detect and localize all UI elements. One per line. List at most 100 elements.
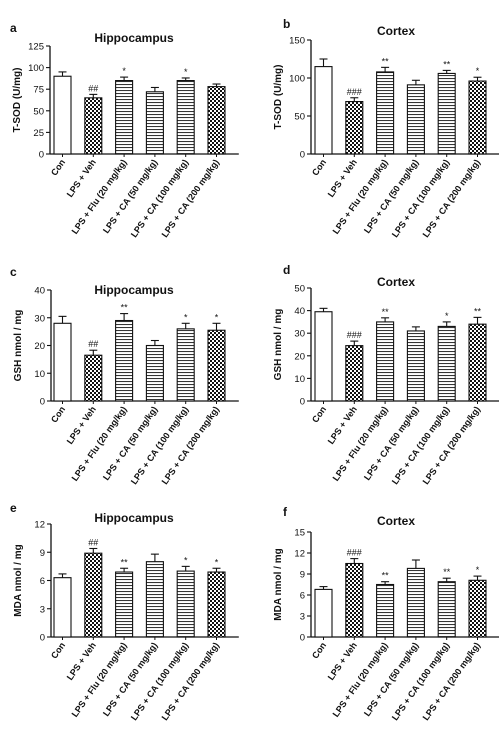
bar — [468, 579, 487, 638]
y-tick-label: 3 — [40, 604, 45, 615]
x-tick-label: LPS + CA (50 mg/kg) — [362, 404, 421, 482]
bar — [84, 354, 103, 402]
bar — [468, 323, 487, 402]
bar — [207, 86, 226, 155]
x-tick-label: LPS + CA (100 mg/kg) — [129, 640, 191, 722]
x-tick-label: LPS + CA (100 mg/kg) — [390, 640, 452, 722]
y-tick-label: 10 — [34, 369, 45, 380]
x-tick-label: LPS + Flu (20 mg/kg) — [70, 157, 129, 235]
x-tick-label: Con — [49, 404, 67, 424]
significance-label: * — [184, 67, 188, 77]
x-tick-label: LPS + CA (100 mg/kg) — [390, 157, 452, 239]
y-axis-label: GSH nmol / mg — [273, 309, 284, 381]
y-tick-label: 50 — [294, 112, 305, 123]
chart-title: Cortex — [377, 275, 415, 289]
x-tick-label: Con — [310, 157, 328, 177]
significance-label: ** — [382, 56, 390, 66]
bar — [145, 561, 164, 638]
bar — [437, 325, 456, 402]
x-tick-label: LPS + CA (100 mg/kg) — [129, 404, 191, 486]
y-tick-label: 25 — [33, 128, 44, 139]
y-tick-label: 0 — [39, 150, 44, 161]
x-tick-label: LPS + Veh — [326, 640, 359, 682]
significance-label: ** — [382, 571, 390, 581]
significance-label: * — [215, 312, 219, 322]
bar — [406, 567, 425, 638]
significance-label: ### — [347, 548, 362, 558]
bar — [345, 562, 364, 638]
chart-panel-b: b Cortex T-SOD (U/mg) 0 50 100 150 Con ### LPS + … — [273, 17, 499, 239]
bar — [115, 571, 134, 638]
significance-label: ** — [443, 59, 451, 69]
x-tick-label: LPS + CA (100 mg/kg) — [129, 157, 191, 239]
x-tick-label: LPS + Flu (20 mg/kg) — [331, 640, 390, 718]
x-tick-label: LPS + Flu (20 mg/kg) — [331, 404, 390, 482]
panel-letter: c — [10, 265, 17, 279]
panel-letter: d — [283, 263, 290, 277]
x-tick-label: LPS + Veh — [65, 404, 98, 446]
y-tick-label: 40 — [34, 286, 45, 297]
y-tick-label: 100 — [28, 63, 44, 74]
bar — [84, 97, 103, 155]
chart-title: Cortex — [377, 514, 415, 528]
bar — [314, 588, 333, 638]
panel-letter: f — [283, 505, 288, 519]
bar — [53, 322, 72, 402]
y-tick-label: 6 — [40, 576, 45, 587]
y-tick-label: 30 — [294, 329, 305, 340]
bar — [345, 101, 364, 155]
x-tick-label: LPS + Veh — [65, 640, 98, 682]
x-tick-label: LPS + Veh — [326, 157, 359, 199]
x-tick-label: LPS + Veh — [326, 404, 359, 446]
x-tick-label: LPS + CA (50 mg/kg) — [101, 640, 160, 718]
chart-panel-f: f Cortex MDA nmol / mg 0 3 6 9 12 15 Con ### LPS + … — [273, 505, 499, 722]
chart-title: Hippocampus — [94, 283, 174, 297]
bar — [437, 581, 456, 638]
x-tick-label: LPS + CA (200 mg/kg) — [421, 404, 483, 486]
x-tick-label: LPS + CA (50 mg/kg) — [362, 157, 421, 235]
panel-letter: b — [283, 17, 290, 31]
significance-label: ### — [347, 87, 362, 97]
y-tick-label: 0 — [300, 397, 305, 408]
y-tick-label: 30 — [34, 313, 45, 324]
bar — [376, 583, 395, 638]
y-tick-label: 12 — [34, 520, 45, 531]
bar — [176, 328, 195, 402]
y-tick-label: 10 — [294, 374, 305, 385]
bar — [176, 80, 195, 155]
bar — [176, 570, 195, 638]
y-tick-label: 50 — [294, 284, 305, 295]
chart-panel-e: e Hippocampus MDA nmol / mg 0 3 6 9 12 Con ## LPS … — [10, 501, 239, 722]
bar — [468, 80, 487, 155]
significance-label: ** — [121, 557, 129, 567]
x-tick-label: LPS + Veh — [65, 157, 98, 199]
significance-label: * — [476, 565, 480, 575]
significance-label: ## — [88, 537, 98, 547]
y-tick-label: 150 — [289, 36, 305, 47]
panel-letter: e — [10, 501, 17, 515]
significance-label: ** — [443, 567, 451, 577]
x-tick-label: Con — [310, 640, 328, 660]
bar — [115, 319, 134, 402]
y-tick-label: 40 — [294, 306, 305, 317]
bar — [207, 329, 226, 402]
x-tick-label: Con — [49, 640, 67, 660]
bar — [376, 321, 395, 402]
significance-label: * — [184, 555, 188, 565]
y-axis-label: GSH nmol / mg — [13, 310, 24, 382]
y-tick-label: 15 — [294, 528, 305, 539]
bar — [345, 345, 364, 402]
significance-label: * — [445, 311, 449, 321]
x-tick-label: LPS + CA (200 mg/kg) — [160, 640, 222, 722]
y-tick-label: 125 — [28, 42, 44, 53]
x-tick-label: LPS + CA (200 mg/kg) — [160, 404, 222, 486]
x-tick-label: LPS + CA (200 mg/kg) — [160, 157, 222, 239]
y-tick-label: 0 — [40, 397, 45, 408]
y-tick-label: 9 — [40, 548, 45, 559]
y-tick-label: 12 — [294, 549, 305, 560]
x-tick-label: Con — [310, 404, 328, 424]
chart-panel-a: a Hippocampus T-SOD (U/mg) 0 25 50 75 100 125 Con… — [10, 21, 239, 239]
y-tick-label: 20 — [34, 341, 45, 352]
bar — [406, 84, 425, 155]
